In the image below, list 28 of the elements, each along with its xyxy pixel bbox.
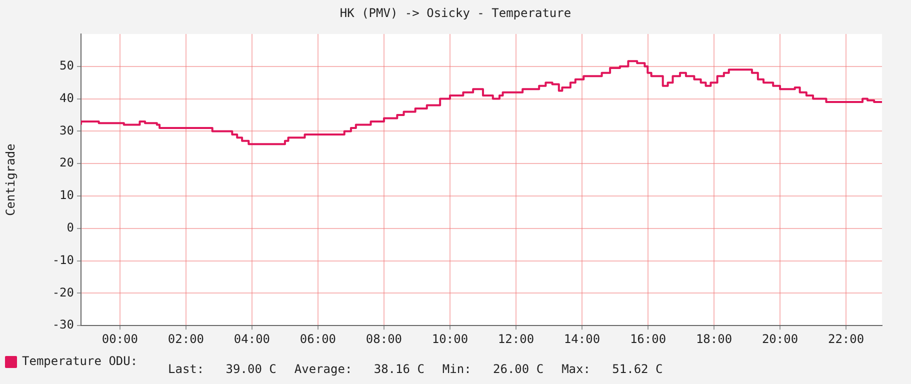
x-tick-label: 08:00 (366, 332, 402, 346)
chart-title: HK (PMV) -> Osicky - Temperature (338, 6, 572, 20)
legend-label: Temperature ODU: (22, 354, 138, 368)
x-tick-label: 12:00 (498, 332, 534, 346)
x-tick-label: 16:00 (630, 332, 666, 346)
text: Max: 51.62 C (562, 362, 663, 376)
text: Average: 38.16 C (294, 362, 424, 376)
y-tick-label: 30 (60, 123, 74, 138)
x-tick-label: 10:00 (432, 332, 468, 346)
x-tick-label: 18:00 (696, 332, 732, 346)
x-tick-label: 20:00 (762, 332, 798, 346)
y-tick-label: -20 (52, 285, 74, 300)
x-tick-label: 00:00 (102, 332, 138, 346)
y-tick-label: 50 (60, 58, 74, 73)
y-tick-label: 20 (60, 156, 74, 170)
y-tick-label: 0 (66, 220, 74, 235)
x-tick-label: 06:00 (300, 332, 336, 346)
x-tick-label: 22:00 (828, 332, 864, 346)
text: Last: 39.00 C (168, 362, 276, 376)
x-tick-label: 04:00 (234, 332, 270, 346)
text: Min: 26.00 C (442, 362, 544, 376)
y-tick-label: -10 (52, 252, 74, 267)
x-tick-label: 14:00 (564, 332, 600, 346)
y-tick-label: -30 (52, 318, 74, 332)
y-axis-title: Centigrade (3, 144, 18, 216)
x-tick-label: 02:00 (168, 332, 204, 346)
y-tick-label: 40 (60, 90, 74, 105)
y-tick-label: 10 (60, 188, 74, 202)
